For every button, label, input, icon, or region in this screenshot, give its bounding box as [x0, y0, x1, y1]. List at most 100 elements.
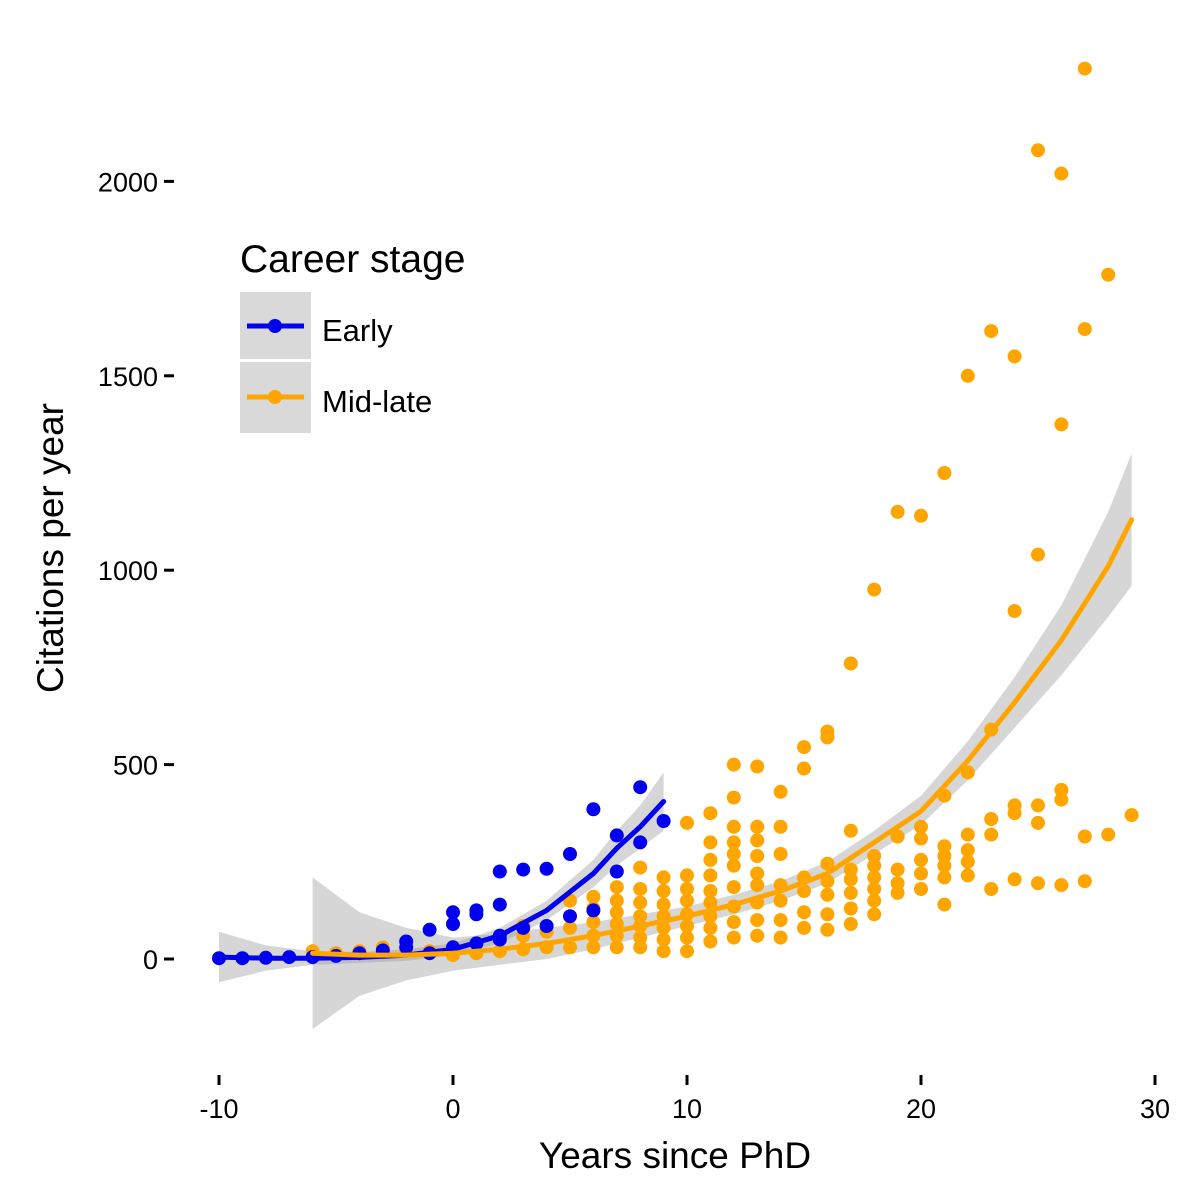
data-point-mid-late: [1054, 878, 1069, 893]
data-point-mid-late: [937, 858, 952, 873]
data-point-mid-late: [820, 907, 835, 922]
data-point-mid-late: [1054, 792, 1069, 807]
data-point-mid-late: [1101, 827, 1116, 842]
data-point-mid-late: [656, 870, 671, 885]
data-point-mid-late: [633, 930, 648, 945]
data-point-early: [656, 814, 671, 828]
data-point-mid-late: [867, 882, 882, 896]
data-point-mid-late: [609, 917, 624, 931]
data-point-mid-late: [890, 862, 905, 877]
data-point-mid-late: [843, 901, 858, 916]
data-point-mid-late: [750, 878, 765, 893]
data-point-mid-late: [797, 884, 811, 898]
x-tick-label: 0: [445, 1094, 460, 1124]
data-point-mid-late: [773, 930, 788, 945]
data-point-mid-late: [820, 887, 835, 902]
data-points: [212, 61, 1139, 966]
data-point-mid-late: [773, 784, 788, 799]
data-point-mid-late: [703, 835, 718, 850]
data-point-mid-late: [1007, 604, 1022, 618]
data-point-mid-late: [820, 922, 835, 937]
confidence-bands: [219, 453, 1132, 1030]
data-point-early: [563, 847, 577, 861]
data-point-mid-late: [656, 944, 671, 959]
x-tick-label: 20: [906, 1094, 936, 1124]
data-point-mid-late: [843, 862, 858, 877]
data-point-mid-late: [586, 889, 601, 904]
data-point-mid-late: [867, 907, 882, 922]
data-point-early: [492, 864, 507, 879]
y-tick-label: 1000: [98, 556, 158, 586]
data-point-mid-late: [726, 757, 741, 772]
data-point-mid-late: [656, 920, 671, 935]
y-axis-title: Citations per year: [30, 403, 71, 693]
legend-label-mid-late: Mid-late: [322, 384, 432, 419]
data-point-early: [633, 780, 648, 795]
data-point-mid-late: [726, 880, 741, 895]
data-point-mid-late: [773, 913, 788, 928]
data-point-mid-late: [1077, 322, 1092, 337]
y-tick-label: 0: [143, 945, 158, 975]
data-point-mid-late: [726, 930, 741, 945]
data-point-mid-late: [937, 466, 952, 480]
data-point-mid-late: [1031, 815, 1045, 830]
data-point-mid-late: [703, 920, 718, 935]
data-point-early: [586, 802, 601, 817]
data-point-mid-late: [609, 880, 624, 895]
data-point-mid-late: [750, 849, 765, 863]
data-point-mid-late: [680, 868, 694, 883]
data-point-mid-late: [937, 849, 952, 863]
data-point-mid-late: [1031, 547, 1045, 562]
data-point-early: [633, 835, 648, 850]
data-point-early: [516, 862, 531, 877]
data-point-mid-late: [680, 944, 694, 959]
legend-key-mid-late-dot: [268, 390, 282, 404]
data-point-mid-late: [633, 882, 648, 896]
data-point-mid-late: [890, 504, 905, 519]
data-point-mid-late: [726, 819, 741, 834]
data-point-mid-late: [984, 827, 999, 842]
data-point-mid-late: [703, 806, 718, 821]
data-point-mid-late: [680, 893, 694, 908]
data-point-mid-late: [914, 852, 928, 867]
data-point-early: [422, 922, 437, 937]
data-point-mid-late: [1124, 808, 1139, 823]
data-point-mid-late: [633, 895, 648, 910]
data-point-early: [492, 897, 507, 912]
data-point-mid-late: [914, 508, 928, 523]
data-point-mid-late: [960, 368, 975, 383]
data-point-mid-late: [1054, 417, 1069, 432]
data-point-mid-late: [703, 884, 718, 898]
data-point-mid-late: [726, 835, 741, 850]
data-point-mid-late: [1007, 872, 1022, 887]
data-point-mid-late: [890, 829, 905, 844]
data-point-mid-late: [797, 761, 811, 776]
data-point-mid-late: [750, 866, 765, 881]
data-point-mid-late: [1054, 166, 1069, 181]
data-point-mid-late: [843, 917, 858, 931]
data-point-mid-late: [1007, 798, 1022, 813]
data-point-mid-late: [1101, 267, 1116, 282]
data-point-mid-late: [984, 812, 999, 826]
data-point-mid-late: [750, 759, 765, 774]
data-point-mid-late: [820, 874, 835, 889]
data-point-mid-late: [609, 893, 624, 908]
data-point-mid-late: [867, 849, 882, 863]
legend-key-early-dot: [268, 319, 282, 333]
data-point-early: [446, 905, 460, 920]
data-point-mid-late: [867, 893, 882, 908]
data-point-early: [539, 861, 554, 876]
fit-lines: [216, 517, 1135, 961]
data-point-early: [609, 864, 624, 879]
legend-item-mid-late: Mid-late: [240, 362, 432, 433]
data-point-mid-late: [703, 895, 718, 910]
x-tick-label: 10: [672, 1094, 702, 1124]
confidence-band-mid-late: [312, 453, 1132, 1030]
data-point-mid-late: [960, 827, 975, 842]
data-point-mid-late: [867, 582, 882, 597]
data-point-mid-late: [586, 940, 601, 955]
data-point-mid-late: [563, 940, 577, 955]
data-point-mid-late: [843, 885, 858, 900]
data-point-mid-late: [1077, 61, 1092, 76]
